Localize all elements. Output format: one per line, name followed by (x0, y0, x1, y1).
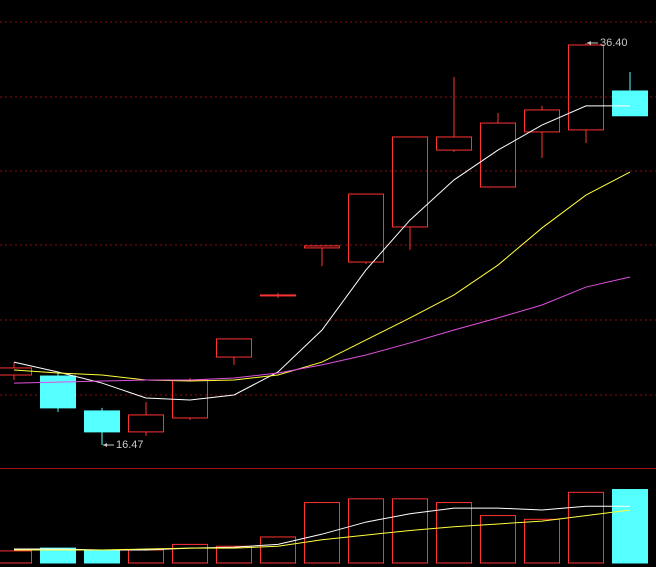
candle-body (40, 375, 76, 409)
volume-bar (172, 543, 208, 564)
candle-body (348, 193, 384, 263)
candle-body (480, 122, 516, 188)
ma-line (13, 171, 631, 382)
annotation-arrow (587, 40, 591, 45)
volume-bar (436, 502, 472, 564)
volume-bar (480, 515, 516, 564)
volume-ma-line (14, 505, 630, 551)
candle-body (304, 245, 340, 249)
volume-bar (0, 550, 32, 564)
volume-bar (348, 498, 384, 564)
volume-bar (392, 498, 428, 564)
ma-line (13, 105, 630, 401)
volume-ma-line (14, 509, 631, 551)
candle-body (128, 414, 164, 433)
candle-body (524, 109, 560, 133)
annotation-label: 16.47 (116, 439, 144, 451)
candle-body (568, 44, 604, 131)
ma-line (13, 276, 631, 384)
candle-body (84, 410, 120, 433)
volume-bar (524, 518, 560, 564)
volume-bar (84, 549, 120, 564)
annotation-label: 36.40 (600, 37, 628, 49)
volume-bar (568, 491, 604, 564)
candle-body (612, 90, 648, 117)
volume-bar (216, 545, 252, 564)
candle-body (392, 136, 428, 228)
candle-body (0, 367, 32, 376)
volume-bar (612, 489, 648, 564)
candle-body (216, 338, 252, 358)
volume-bar (304, 502, 340, 564)
candle-body (260, 294, 296, 297)
annotation-arrow (103, 443, 107, 448)
candle-body (436, 136, 472, 151)
volume-bar (260, 536, 296, 564)
volume-bar (128, 549, 164, 564)
volume-bar (40, 547, 76, 564)
